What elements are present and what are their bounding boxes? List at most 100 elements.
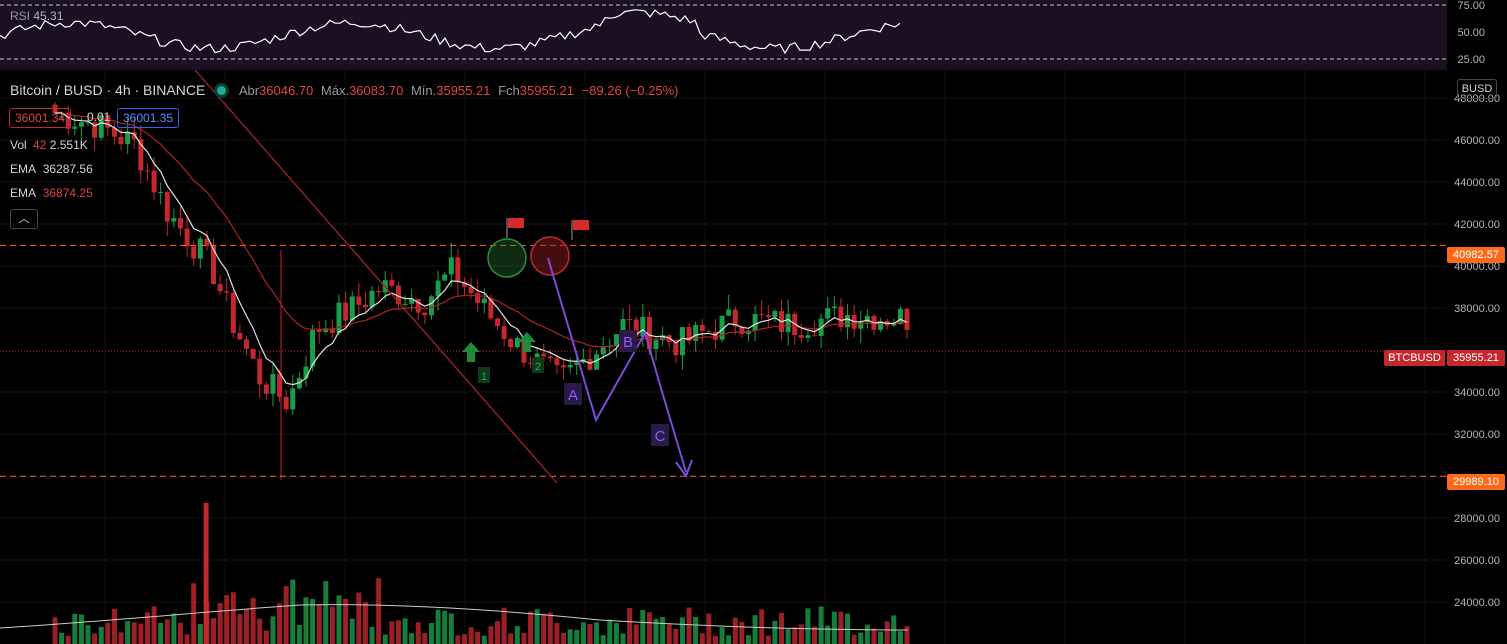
low-label: Mín.	[410, 83, 437, 98]
candle-body	[191, 246, 197, 259]
candle-body	[864, 315, 870, 323]
candle-body	[897, 308, 903, 324]
volume-bar	[283, 586, 289, 644]
candle-body	[732, 309, 738, 327]
candle-body	[65, 112, 71, 129]
candle-body	[468, 286, 474, 294]
candle-body	[838, 306, 844, 328]
candle-body	[528, 362, 534, 364]
volume-bar	[679, 617, 685, 644]
volume-bar	[111, 608, 117, 644]
volume-bar	[296, 624, 302, 644]
candle-body	[448, 257, 454, 275]
volume-bar	[356, 592, 362, 644]
bid-button[interactable]: 36001.34	[9, 108, 72, 128]
volume-bar	[686, 607, 692, 644]
candle-body	[244, 339, 250, 349]
rsi-line	[0, 9, 901, 55]
volume-bar	[528, 611, 534, 644]
candle-body	[501, 326, 507, 339]
volume-bar	[812, 626, 818, 644]
open-value: 36046.70	[259, 83, 314, 98]
volume-bar	[244, 609, 250, 644]
high-label: Máx.	[320, 83, 350, 98]
candle-body	[257, 358, 263, 385]
currency-button[interactable]: BUSD	[1457, 79, 1497, 99]
volume-bar	[858, 632, 864, 644]
candle-body	[428, 296, 434, 316]
volume-bar	[263, 630, 269, 644]
candle-body	[660, 335, 666, 341]
market-status-icon	[216, 86, 226, 95]
wave-label: C	[655, 428, 666, 445]
volume-bar	[164, 619, 170, 644]
rsi-axis	[1447, 0, 1507, 70]
volume-bar	[580, 622, 586, 644]
ema-fast-label: EMA	[10, 162, 36, 176]
volume-bar	[138, 623, 144, 644]
symbol-title[interactable]: Bitcoin / BUSD · 4h · BINANCE	[10, 82, 206, 98]
volume-bar	[752, 615, 758, 644]
candle-body	[455, 257, 461, 283]
candle-body	[336, 302, 342, 334]
volume-bar	[547, 612, 553, 644]
volume-bar	[316, 605, 322, 644]
volume-bar	[719, 627, 725, 644]
wave-label-box	[619, 330, 637, 352]
price-tick-label: 44000.00	[1454, 177, 1500, 189]
ema-slow-legend: EMA 36874.25	[10, 186, 93, 200]
candle-body	[587, 359, 593, 370]
candle-body	[158, 191, 164, 193]
arrow-label-box	[478, 367, 490, 383]
ema-fast-value: 36287.56	[42, 162, 93, 176]
rsi-value: 45.31	[33, 9, 64, 23]
volume-bar	[290, 579, 296, 644]
volume-bar	[343, 598, 349, 644]
volume-bar	[448, 613, 454, 644]
candle-body	[151, 170, 157, 193]
ask-button[interactable]: 36001.35	[117, 108, 180, 128]
volume-bar	[475, 631, 481, 644]
collapse-legend-button[interactable]: ︿	[10, 209, 38, 229]
arrow-up-icon	[462, 342, 480, 362]
volume-ma-line	[0, 604, 909, 631]
volume-bar	[620, 633, 626, 644]
volume-bar	[125, 621, 131, 644]
candle-body	[541, 353, 547, 357]
volume-bar	[481, 635, 487, 644]
candle-body	[164, 191, 170, 222]
candle-body	[263, 384, 269, 394]
wave-label-box	[564, 383, 582, 405]
arrow-down-icon	[675, 459, 693, 479]
candle-body	[197, 238, 203, 259]
ema-fast-line	[54, 112, 908, 386]
abc-wave-line	[547, 257, 687, 473]
volume-bar	[303, 597, 309, 644]
volume-bar	[904, 626, 910, 644]
volume-bar	[831, 611, 837, 644]
candle-body	[329, 328, 335, 334]
volume-bar	[693, 616, 699, 644]
candle-body	[798, 334, 804, 338]
candle-body	[343, 302, 349, 321]
support-price-tag: 29989.10	[1447, 474, 1505, 490]
low-value: 35955.21	[436, 83, 491, 98]
candle-body	[812, 335, 818, 337]
volume-bar	[845, 613, 851, 644]
volume-bar	[362, 602, 368, 644]
highlight-circle-green	[487, 238, 527, 278]
volume-bar	[732, 617, 738, 644]
candle-body	[98, 115, 104, 138]
candle-body	[389, 280, 395, 286]
volume-bar	[270, 616, 276, 644]
candle-body	[640, 317, 646, 337]
volume-bar	[217, 603, 223, 644]
volume-bar	[640, 609, 646, 644]
candle-body	[765, 315, 771, 317]
volume-bar	[646, 612, 652, 644]
highlight-circle-red	[530, 236, 570, 276]
volume-bar	[594, 622, 600, 644]
candle-body	[144, 170, 150, 172]
vol-label: Vol	[10, 138, 27, 152]
